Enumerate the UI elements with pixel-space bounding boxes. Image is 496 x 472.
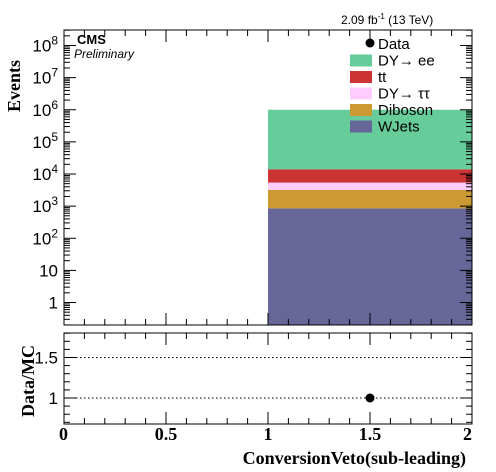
main-panel: 1 10 102 103 104 105 106 107 108 CMS Preliminary…	[4, 29, 473, 326]
y-tick-label: 10	[39, 261, 58, 280]
main-y-axis-label: Events	[4, 60, 24, 112]
ratio-axis-ticks	[63, 332, 473, 424]
legend-marker-box	[350, 87, 372, 100]
y-tick-label: 1	[49, 294, 58, 313]
y-tick-label: 104	[32, 162, 58, 184]
legend-label: Data	[378, 36, 410, 53]
ratio-y-tick-label: 1	[49, 389, 58, 408]
x-tick-labels: 0 0.5 1 1.5 2	[59, 424, 472, 444]
legend-label: Diboson	[378, 102, 433, 119]
x-tick-label: 2	[463, 424, 472, 444]
stack-bar-dy-	[268, 182, 472, 190]
legend-marker-box	[350, 120, 372, 133]
y-tick-label: 107	[32, 66, 58, 88]
ratio-point	[365, 393, 375, 403]
y-tick-label: 103	[32, 194, 58, 216]
ratio-plot-area	[64, 333, 472, 424]
y-tick-label: 102	[32, 226, 58, 248]
preliminary-label: Preliminary	[74, 47, 135, 61]
ratio-frame	[63, 332, 473, 425]
legend-marker-box	[350, 54, 372, 67]
lumi-label: 2.09 fb-1 (13 TeV)	[341, 12, 433, 27]
legend-entry: DY→ ee	[350, 53, 435, 70]
main-y-tick-labels: 1 10 102 103 104 105 106 107 108	[32, 34, 58, 313]
legend-entry: WJets	[350, 119, 420, 136]
legend-marker-dot	[365, 38, 375, 48]
x-tick-label: 1	[264, 424, 273, 444]
ratio-y-tick-labels: 11.5	[34, 349, 58, 409]
stack-bar-tt	[268, 169, 472, 183]
ratio-panel: 11.5 0 0.5 1 1.5 2 Data/MC ConversionVeto(su…	[18, 332, 473, 469]
legend-entry: DY→ ττ	[350, 86, 430, 103]
legend-entry: tt	[350, 69, 387, 86]
x-tick-label: 0	[59, 424, 68, 444]
stacked-bars	[268, 109, 472, 325]
legend-entry: Diboson	[350, 102, 433, 119]
x-axis-label: ConversionVeto(sub-leading)	[243, 448, 466, 469]
y-tick-label: 106	[32, 98, 58, 120]
ratio-gridlines	[64, 357, 472, 399]
ratio-y-axis-label: Data/MC	[18, 345, 38, 417]
y-tick-label: 105	[32, 130, 58, 152]
main-frame	[63, 29, 473, 326]
legend-entry: Data	[365, 36, 410, 53]
stack-bar-diboson	[268, 189, 472, 209]
stack-bar-dy-ee	[268, 109, 472, 170]
ratio-points	[365, 393, 375, 403]
y-tick-label: 108	[32, 34, 58, 56]
ratio-y-tick-label: 1.5	[34, 349, 58, 368]
legend-label: WJets	[378, 119, 420, 136]
legend-marker-box	[350, 71, 372, 83]
legend-label: tt	[378, 69, 387, 86]
legend-label: DY→ ττ	[378, 86, 430, 103]
cms-label: CMS	[77, 32, 106, 47]
x-tick-label: 0.5	[155, 424, 178, 444]
legend-marker-box	[350, 104, 372, 116]
x-tick-label: 1.5	[359, 424, 382, 444]
stack-bar-wjets	[268, 208, 472, 325]
legend-label: DY→ ee	[378, 53, 435, 70]
main-axis-ticks	[63, 29, 473, 326]
